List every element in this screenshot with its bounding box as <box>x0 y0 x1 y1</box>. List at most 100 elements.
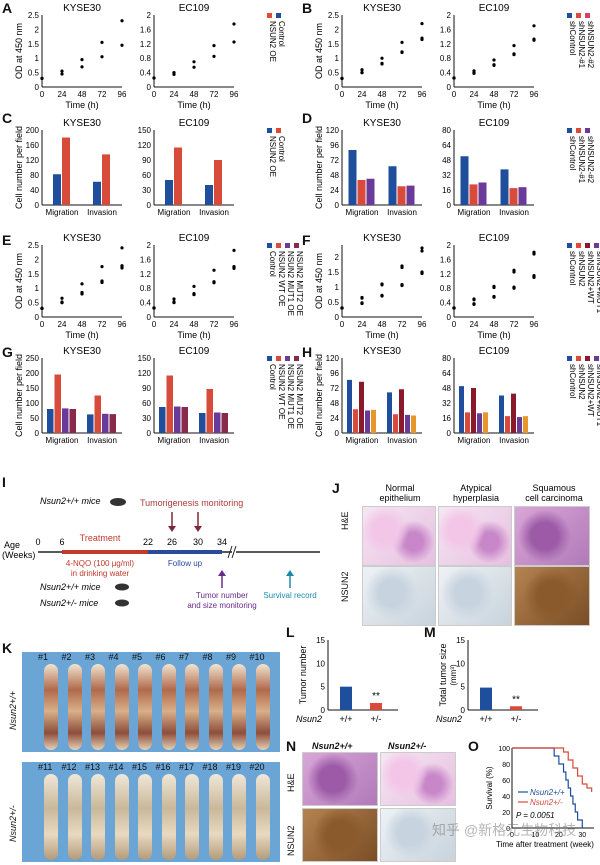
legend-label: NSUN2 WT OE <box>277 364 286 419</box>
data-point <box>192 292 196 296</box>
data-point <box>100 265 104 269</box>
x-tick-label: 24 <box>358 90 367 99</box>
bar <box>102 413 109 433</box>
data-point <box>192 65 196 69</box>
bar <box>387 392 392 433</box>
panel-letter-o: O <box>468 738 479 754</box>
genotype-label: Nsun2 <box>296 714 322 724</box>
data-point <box>492 58 496 62</box>
panel-letter-b: B <box>302 0 313 16</box>
series-line <box>154 24 234 78</box>
sample-label: #13 <box>85 762 101 772</box>
y-tick-label: 0 <box>147 83 152 92</box>
x-axis-label-F: Time (h) <box>365 330 398 340</box>
x-tick-label: 30 <box>578 832 586 839</box>
data-point <box>472 71 476 75</box>
y-tick-label: 1.5 <box>328 40 340 49</box>
y-tick-label: 5 <box>461 683 466 692</box>
bar <box>205 185 213 205</box>
y-tick-label: 0 <box>447 313 452 322</box>
esophagus-sample-19 <box>232 774 246 860</box>
category-label: Invasion <box>387 436 417 445</box>
legend-label: shControl <box>568 364 577 398</box>
panel-letter-e: E <box>2 232 12 248</box>
legend-label: Nsun2+/- <box>530 798 563 807</box>
bar <box>109 414 116 433</box>
bar <box>511 393 516 433</box>
series-line <box>154 42 234 78</box>
bar <box>359 381 364 433</box>
bar <box>399 389 404 433</box>
bar <box>62 408 69 433</box>
y-tick-label: 0.5 <box>328 298 340 307</box>
data-point <box>532 24 536 28</box>
series-line <box>454 254 534 308</box>
line-chart-B-ec109: EC109 0 24 48 72 96 0 0.4 0.8 1.2 1.6 2 <box>440 3 539 99</box>
legend-swatch <box>567 243 572 248</box>
bar <box>393 414 398 433</box>
data-point <box>360 301 364 305</box>
row-he-label: H&E <box>340 511 350 530</box>
y-tick-label: 32 <box>442 171 451 180</box>
y-tick-label: 1.2 <box>140 270 152 279</box>
y-tick-label: 2 <box>447 241 452 250</box>
y-tick-label: 1.6 <box>440 255 452 264</box>
arrow-survival <box>286 570 294 576</box>
line-chart-F-kyse30: KYSE30 0 24 48 72 96 0 0.5 1 1.5 2 <box>328 233 427 329</box>
y-tick-label: 32 <box>442 399 451 408</box>
esophagus-sample-13 <box>91 774 105 860</box>
bar <box>371 409 376 433</box>
chart-title: KYSE30 <box>63 118 101 129</box>
he-carcinoma-image <box>514 506 590 566</box>
y-tick-label: 72 <box>330 156 339 165</box>
n-row-he: H&E <box>286 773 296 792</box>
panel-letter-d: D <box>302 110 313 126</box>
legend-label: NSUN2 MUT2 OE <box>295 251 304 316</box>
bar <box>87 414 94 433</box>
legend-label: shNSUN2 <box>577 364 586 400</box>
data-point <box>380 56 384 60</box>
y-tick-label: 0 <box>335 201 340 210</box>
tumor-monitor-label: Tumor number <box>196 591 249 600</box>
y-tick-label: 0 <box>461 706 466 715</box>
x-axis-label-B: Time (h) <box>365 100 398 110</box>
y-tick-label: 96 <box>330 369 339 378</box>
bar <box>340 686 352 710</box>
data-point <box>120 43 124 47</box>
significance: ** <box>512 694 520 705</box>
y-tick-label: 0.5 <box>28 69 40 78</box>
y-tick-label: 2 <box>35 25 40 34</box>
group-label: +/- <box>511 714 522 724</box>
bar <box>465 412 470 433</box>
y-tick-label: 0 <box>147 201 152 210</box>
legend-swatch <box>585 128 590 133</box>
bar <box>509 188 518 205</box>
legend-swatch <box>276 356 281 361</box>
category-label: Migration <box>158 208 191 217</box>
legend-swatch <box>585 243 590 248</box>
esophagus-sample-12 <box>67 774 82 860</box>
y-tick-label: 80 <box>502 762 510 769</box>
y-tick-label: 0.8 <box>440 284 452 293</box>
bar <box>518 187 527 205</box>
panel-letter-f: F <box>302 232 311 248</box>
y-tick-label: 2 <box>447 11 452 20</box>
chart-title: KYSE30 <box>63 233 101 244</box>
data-point <box>232 265 236 269</box>
mouse-icon <box>110 498 126 506</box>
bar <box>370 703 382 710</box>
x-tick-label: 0 <box>340 320 345 329</box>
y-tick-label: 0 <box>335 83 340 92</box>
legend-label: shNSUN2+MUT1 <box>595 251 600 314</box>
legend-label: Control <box>277 136 286 162</box>
y-tick-label: 200 <box>26 369 40 378</box>
data-point <box>512 270 516 274</box>
x-tick-label: 96 <box>530 90 539 99</box>
data-point <box>172 297 176 301</box>
bar <box>499 395 504 433</box>
x-tick-label: 24 <box>170 320 179 329</box>
y-tick-label: 1 <box>35 284 40 293</box>
x-tick-label: 0 <box>152 320 157 329</box>
data-point <box>420 36 424 40</box>
esophagus-sample-20 <box>255 774 270 860</box>
